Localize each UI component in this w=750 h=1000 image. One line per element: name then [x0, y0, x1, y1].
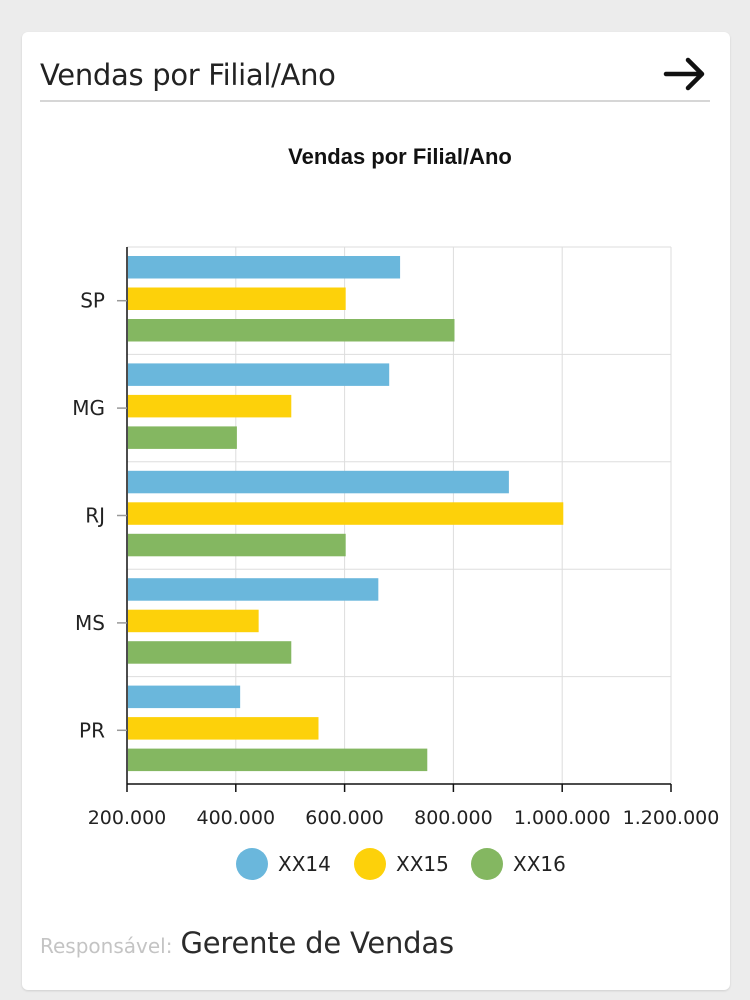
bar-ms-xx14[interactable] — [128, 578, 379, 601]
responsible-value: Gerente de Vendas — [180, 926, 454, 960]
x-tick-label: 200.000 — [88, 807, 167, 829]
arrow-right-icon[interactable] — [662, 54, 710, 94]
sales-card: Vendas por Filial/Ano Vendas por Filial/… — [22, 32, 730, 990]
axes: 200.000 400.000 600.000 800.000 1.000.000 1.2… — [72, 247, 719, 829]
legend-swatch-xx14[interactable] — [236, 848, 268, 880]
bar-pr-xx16[interactable] — [128, 748, 428, 772]
bar-sp-xx15[interactable] — [128, 287, 346, 311]
card-header: Vendas por Filial/Ano — [40, 50, 710, 102]
legend-label-xx16[interactable]: XX16 — [513, 852, 566, 876]
bar-sp-xx14[interactable] — [128, 256, 401, 279]
chart-svg: Vendas por Filial/Ano 200.000 400.000 600.… — [72, 144, 719, 880]
legend-swatch-xx16[interactable] — [471, 848, 503, 880]
x-tick-label: 600.000 — [305, 807, 384, 829]
legend: XX14 XX15 XX16 — [236, 848, 566, 880]
y-category-label: MG — [72, 396, 105, 420]
bar-rj-xx14[interactable] — [128, 470, 509, 494]
responsible-label: Responsável: — [40, 934, 173, 958]
y-category-label: MS — [75, 611, 105, 635]
legend-label-xx15[interactable]: XX15 — [396, 852, 449, 876]
bar-rj-xx15[interactable] — [128, 502, 564, 525]
bar-pr-xx15[interactable] — [128, 717, 319, 740]
y-category-label: PR — [79, 718, 105, 742]
footer: Responsável: Gerente de Vendas — [40, 926, 710, 960]
card-title: Vendas por Filial/Ano — [40, 58, 336, 92]
x-tick-label: 1.000.000 — [514, 807, 611, 829]
chart-title: Vendas por Filial/Ano — [288, 144, 512, 169]
bar-mg-xx16[interactable] — [128, 426, 237, 449]
bar-chart: Vendas por Filial/Ano 200.000 400.000 600.… — [22, 122, 730, 902]
x-tick-label: 400.000 — [197, 807, 276, 829]
bar-ms-xx16[interactable] — [128, 641, 292, 664]
x-tick-label: 800.000 — [414, 807, 493, 829]
legend-swatch-xx15[interactable] — [354, 848, 386, 880]
bar-pr-xx14[interactable] — [128, 685, 241, 709]
bar-ms-xx15[interactable] — [128, 609, 259, 633]
bar-rj-xx16[interactable] — [128, 533, 346, 557]
bar-mg-xx14[interactable] — [128, 363, 390, 386]
bar-sp-xx16[interactable] — [128, 319, 455, 342]
y-category-label: RJ — [85, 504, 105, 528]
y-category-label: SP — [80, 289, 105, 313]
legend-label-xx14[interactable]: XX14 — [278, 852, 331, 876]
bars — [128, 256, 564, 772]
bar-mg-xx15[interactable] — [128, 394, 292, 418]
x-tick-label: 1.200.000 — [623, 807, 720, 829]
